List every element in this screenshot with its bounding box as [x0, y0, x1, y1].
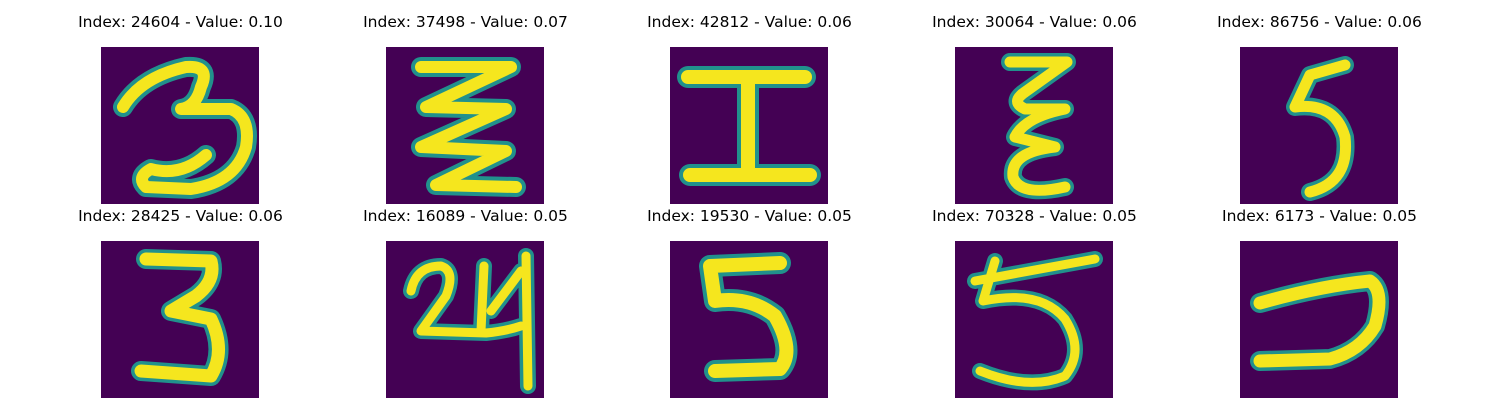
digit-image: [386, 241, 544, 398]
panel-3: Index: 42812 - Value: 0.06: [607, 12, 892, 204]
panel-7: Index: 16089 - Value: 0.05: [323, 206, 608, 398]
panel-caption: Index: 16089 - Value: 0.05: [363, 207, 568, 225]
panel-caption: Index: 42812 - Value: 0.06: [647, 13, 852, 31]
panel-caption: Index: 30064 - Value: 0.06: [932, 13, 1137, 31]
panel-8: Index: 19530 - Value: 0.05: [607, 206, 892, 398]
stacked-epsilon-icon: [1001, 53, 1076, 200]
five-icon: [699, 252, 798, 382]
two-four-icon: [403, 248, 536, 394]
panel-caption: Index: 19530 - Value: 0.05: [647, 207, 852, 225]
three-icon: [131, 249, 229, 386]
digit-image: [101, 241, 259, 398]
panel-1: Index: 24604 - Value: 0.10: [38, 12, 323, 204]
panel-caption: Index: 6173 - Value: 0.05: [1222, 207, 1417, 225]
panel-caption: Index: 28425 - Value: 0.06: [78, 207, 283, 225]
panel-caption: Index: 37498 - Value: 0.07: [363, 13, 568, 31]
digit-image: [955, 241, 1113, 398]
reversed-c-icon: [1250, 271, 1389, 371]
digit-image: [955, 47, 1113, 204]
panel-caption: Index: 86756 - Value: 0.06: [1217, 13, 1422, 31]
narrow-five-icon: [1286, 56, 1355, 201]
digit-image: [1240, 47, 1398, 204]
panel-caption: Index: 24604 - Value: 0.10: [78, 13, 283, 31]
panel-caption: Index: 70328 - Value: 0.05: [932, 207, 1137, 225]
panel-2: Index: 37498 - Value: 0.07: [323, 12, 608, 204]
panel-10: Index: 6173 - Value: 0.05: [1177, 206, 1462, 398]
zigzag-icon: [411, 57, 526, 197]
digit-image: [670, 47, 828, 204]
digit-image: [386, 47, 544, 204]
three-icon: [113, 56, 257, 199]
five-icon: [967, 251, 1103, 391]
panel-6: Index: 28425 - Value: 0.06: [38, 206, 323, 398]
digit-image: [1240, 241, 1398, 398]
digit-image: [101, 47, 259, 204]
digit-image: [670, 241, 828, 398]
panel-4: Index: 30064 - Value: 0.06: [892, 12, 1177, 204]
panel-9: Index: 70328 - Value: 0.05: [892, 206, 1177, 398]
panel-5: Index: 86756 - Value: 0.06: [1177, 12, 1462, 204]
i-beam-icon: [677, 66, 821, 186]
